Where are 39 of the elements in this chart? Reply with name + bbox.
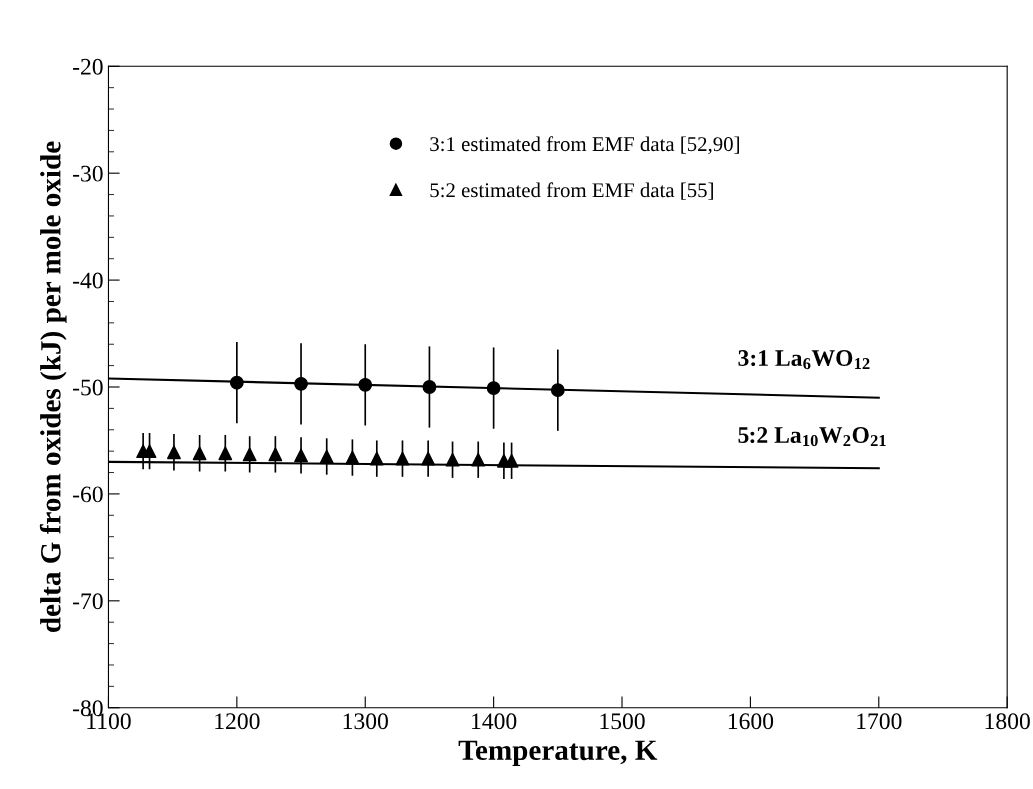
legend-label: 3:1 estimated from EMF data [52,90] xyxy=(430,136,739,155)
point xyxy=(471,452,486,467)
y-tick-label: -50 xyxy=(73,379,103,396)
point xyxy=(486,381,501,395)
point xyxy=(218,446,233,461)
point xyxy=(358,377,373,392)
point xyxy=(294,448,308,463)
point xyxy=(445,452,460,467)
point xyxy=(421,451,436,466)
point xyxy=(294,376,308,391)
y-tick-label: -20 xyxy=(73,58,103,75)
point xyxy=(550,383,565,398)
point xyxy=(504,453,519,468)
x-tick-label: 1700 xyxy=(857,713,902,730)
point xyxy=(422,380,437,394)
point xyxy=(319,449,334,464)
point xyxy=(395,451,410,466)
point xyxy=(369,451,384,466)
point xyxy=(167,445,181,460)
annotation: 3:1 La$_{6}$WO$_{12}$ xyxy=(738,350,870,370)
x-axis-title: Temperature, K xyxy=(458,740,658,767)
x-tick-label: 1600 xyxy=(728,713,774,730)
x-tick-label: 1300 xyxy=(343,713,388,730)
x-tick-label: 1400 xyxy=(472,713,517,730)
annotation: 5:2 La$_{10}$W$_{2}$O$_{21}$ xyxy=(738,427,886,447)
y-tick-label: -40 xyxy=(73,272,103,289)
y-tick-label: -70 xyxy=(73,593,103,610)
x-tick-label: 1200 xyxy=(215,713,260,730)
x-tick-label: 1500 xyxy=(600,713,645,730)
legend-label: 5:2 estimated from EMF data [55] xyxy=(430,182,713,200)
y-axis-title: delta G from oxides (kJ) per mole oxide xyxy=(39,141,67,632)
y-tick-label: -30 xyxy=(73,165,103,182)
point xyxy=(268,447,283,462)
x-tick-label: 1800 xyxy=(985,713,1030,730)
point xyxy=(345,450,360,465)
point xyxy=(229,375,244,390)
point xyxy=(242,447,257,462)
y-tick-label: -60 xyxy=(73,486,103,503)
point xyxy=(192,446,207,461)
